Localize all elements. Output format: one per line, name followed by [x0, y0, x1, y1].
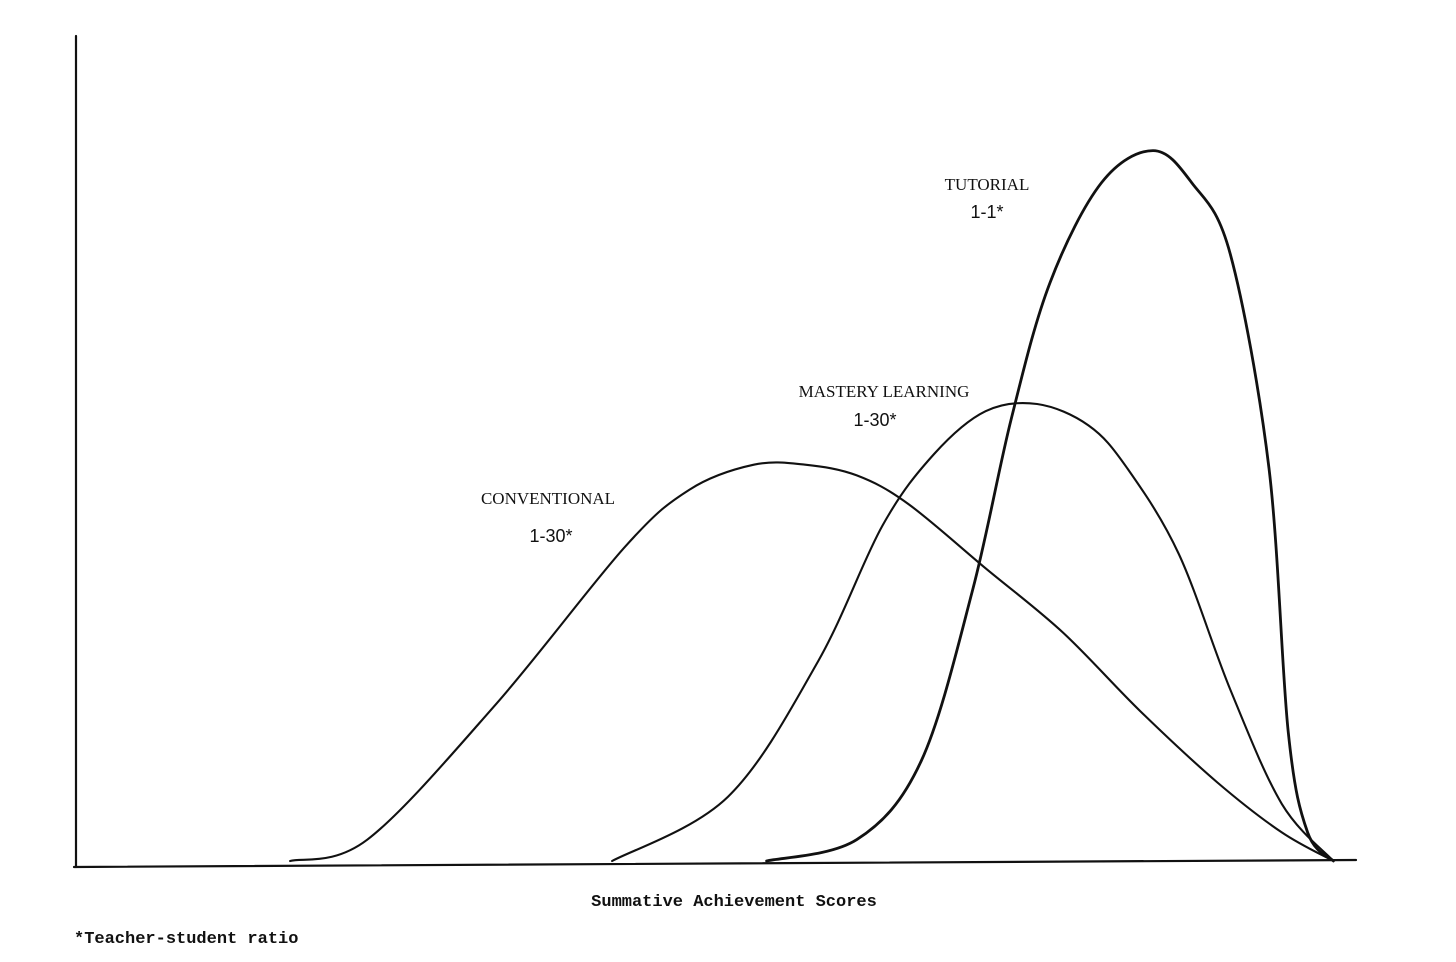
curves-layer [289, 149, 1335, 863]
series-label-conventional: CONVENTIONAL [481, 489, 615, 508]
series-ratio-conventional: 1-30* [529, 526, 572, 546]
labels-layer: CONVENTIONAL 1-30* MASTERY LEARNING 1-30* TU… [481, 175, 1029, 546]
x-axis [72, 858, 1358, 869]
footnote: *Teacher-student ratio [74, 930, 299, 949]
x-axis-title: Summative Achievement Scores [591, 893, 877, 912]
series-label-tutorial: TUTORIAL [945, 175, 1030, 194]
series-line-mastery-learning [611, 401, 1335, 863]
series-line-conventional [289, 461, 1335, 863]
series-ratio-tutorial: 1-1* [970, 202, 1003, 222]
series-line-tutorial [765, 149, 1335, 863]
series-ratio-mastery-learning: 1-30* [853, 410, 896, 430]
series-label-mastery-learning: MASTERY LEARNING [799, 382, 970, 401]
